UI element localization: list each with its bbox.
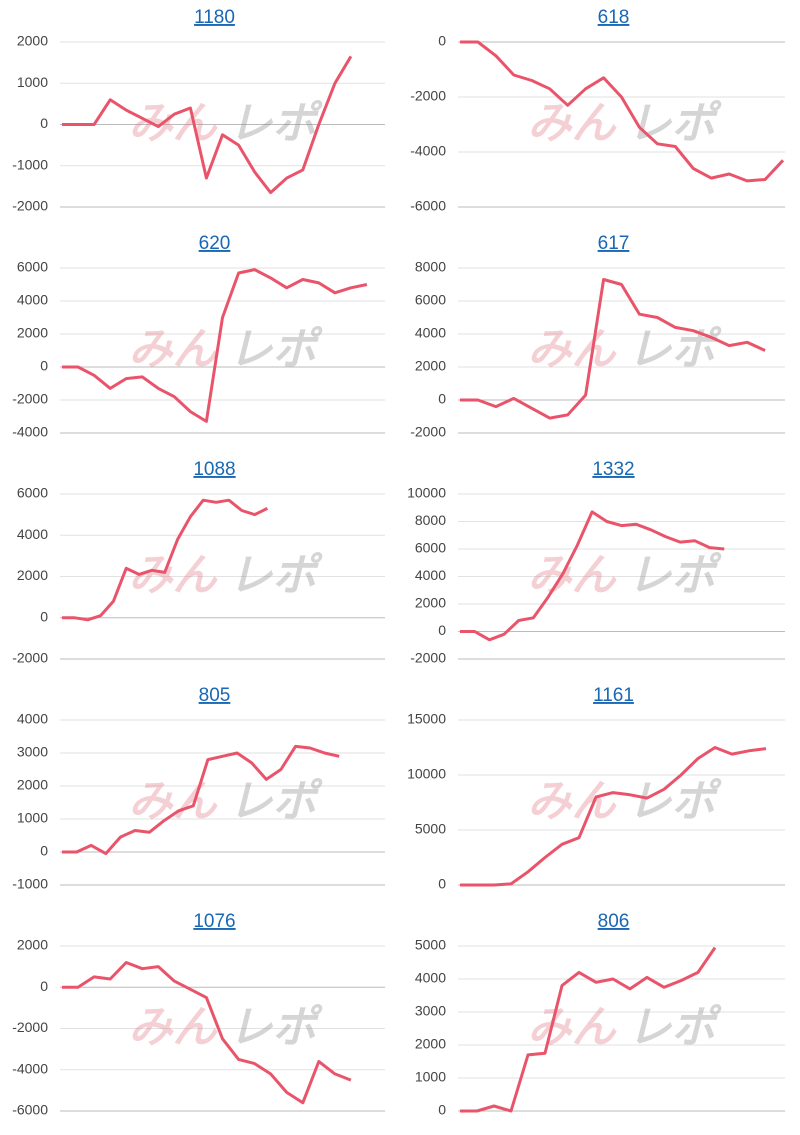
y-tick-label: 0 — [438, 33, 446, 49]
y-tick-label: -2000 — [410, 88, 446, 104]
data-line — [62, 961, 352, 1105]
y-tick-label: 0 — [40, 115, 48, 131]
watermark-right: レポ — [229, 325, 324, 374]
chart-title[interactable]: 1076 — [193, 911, 235, 932]
y-tick-label: 2000 — [17, 777, 48, 793]
y-tick-label: 3000 — [415, 1003, 446, 1019]
y-tick-label: -2000 — [410, 650, 446, 666]
data-line — [62, 55, 353, 195]
watermark-right: レポ — [229, 777, 324, 826]
chart-title[interactable]: 806 — [598, 911, 630, 932]
chart-title[interactable]: 618 — [598, 7, 630, 28]
y-tick-label: 10000 — [407, 485, 446, 501]
y-tick-label: 0 — [438, 391, 446, 407]
y-tick-label: 6000 — [415, 540, 446, 556]
watermark-left: みん — [129, 99, 219, 148]
watermark-right: レポ — [628, 777, 723, 826]
data-line — [62, 744, 340, 856]
y-tick-label: 2000 — [415, 1036, 446, 1052]
data-line — [62, 498, 269, 622]
y-tick-label: 2000 — [415, 595, 446, 611]
y-tick-label: 2000 — [415, 358, 446, 374]
y-tick-label: 0 — [40, 843, 48, 859]
y-tick-label: 0 — [40, 978, 48, 994]
chart-title[interactable]: 1332 — [592, 459, 634, 480]
y-tick-label: 0 — [40, 358, 48, 374]
watermark-left: みん — [528, 1003, 618, 1052]
y-tick-label: -4000 — [410, 143, 446, 159]
y-tick-label: 4000 — [415, 325, 446, 341]
y-tick-label: -2000 — [12, 1019, 48, 1035]
y-tick-label: 5000 — [415, 937, 446, 953]
y-tick-label: 3000 — [17, 744, 48, 760]
y-tick-label: -6000 — [12, 1102, 48, 1118]
watermark-right: レポ — [628, 551, 723, 600]
chart-title[interactable]: 805 — [199, 685, 231, 706]
y-tick-label: 1000 — [17, 74, 48, 90]
y-tick-label: 0 — [438, 876, 446, 892]
y-tick-label: 0 — [438, 1102, 446, 1118]
watermark-right: レポ — [628, 1003, 723, 1052]
y-tick-label: 2000 — [17, 33, 48, 49]
chart-title[interactable]: 620 — [199, 233, 231, 254]
data-line — [460, 946, 717, 1113]
data-line — [62, 268, 368, 423]
data-line — [460, 40, 785, 183]
y-tick-label: 0 — [438, 622, 446, 638]
y-tick-label: -1000 — [12, 156, 48, 172]
y-tick-label: 4000 — [17, 711, 48, 727]
chart-title[interactable]: 1180 — [194, 7, 235, 28]
y-tick-label: 0 — [40, 608, 48, 624]
watermark-right: レポ — [229, 551, 324, 600]
watermark-left: みん — [528, 551, 618, 600]
y-tick-label: -2000 — [410, 424, 446, 440]
watermark-left: みん — [129, 777, 219, 826]
y-tick-label: -1000 — [12, 876, 48, 892]
chart-title[interactable]: 1161 — [593, 685, 634, 706]
watermark-left: みん — [129, 551, 219, 600]
y-tick-label: 8000 — [415, 259, 446, 275]
y-tick-label: 4000 — [415, 970, 446, 986]
y-tick-label: 2000 — [17, 567, 48, 583]
data-line — [460, 278, 766, 420]
watermark-left: みん — [528, 99, 618, 148]
watermark-right: レポ — [628, 325, 723, 374]
chart-title[interactable]: 1088 — [193, 459, 235, 480]
y-tick-label: 1000 — [17, 810, 48, 826]
watermark-left: みん — [129, 1003, 219, 1052]
chart-title[interactable]: 617 — [598, 233, 630, 254]
y-tick-label: -4000 — [12, 1060, 48, 1076]
y-tick-label: 2000 — [17, 937, 48, 953]
watermark-right: レポ — [628, 99, 723, 148]
y-tick-label: 6000 — [415, 292, 446, 308]
data-line — [460, 510, 725, 642]
y-tick-label: -2000 — [12, 391, 48, 407]
y-tick-label: 6000 — [17, 259, 48, 275]
y-tick-label: 4000 — [17, 292, 48, 308]
y-tick-label: 2000 — [17, 325, 48, 341]
y-tick-label: 10000 — [407, 766, 446, 782]
y-tick-label: -2000 — [12, 650, 48, 666]
y-tick-label: 4000 — [415, 567, 446, 583]
y-tick-label: 6000 — [17, 485, 48, 501]
y-tick-label: -2000 — [12, 198, 48, 214]
y-tick-label: 1000 — [415, 1069, 446, 1085]
y-tick-label: 5000 — [415, 821, 446, 837]
y-tick-label: -6000 — [410, 198, 446, 214]
watermark-right: レポ — [229, 1003, 324, 1052]
watermark-right: レポ — [229, 99, 324, 148]
y-tick-label: 4000 — [17, 526, 48, 542]
watermark-left: みん — [528, 325, 618, 374]
watermark-left: みん — [129, 325, 219, 374]
y-tick-label: -4000 — [12, 424, 48, 440]
data-line — [460, 746, 767, 887]
y-tick-label: 8000 — [415, 512, 446, 528]
watermark-left: みん — [528, 777, 618, 826]
y-tick-label: 15000 — [407, 711, 446, 727]
